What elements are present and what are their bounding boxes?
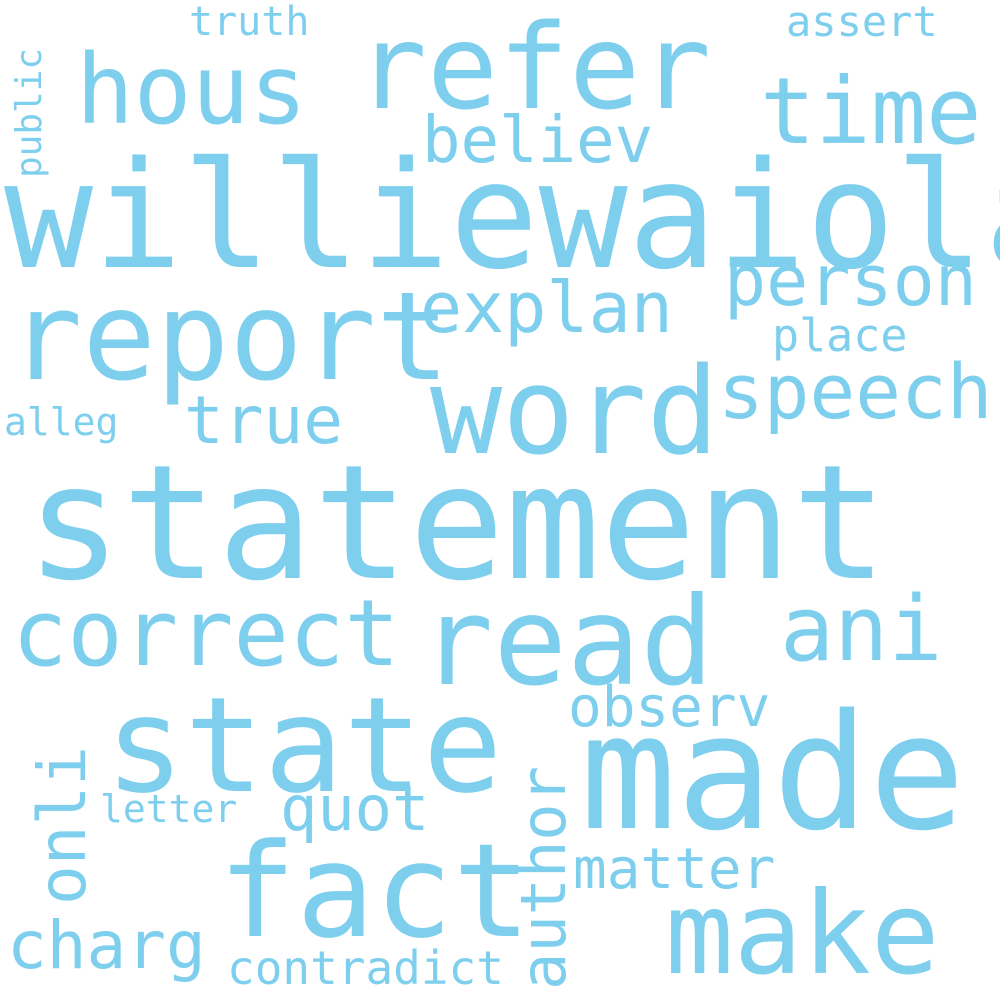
word-contradict: contradict	[227, 941, 504, 995]
word-believ: believ	[422, 104, 654, 178]
word-author: author	[507, 766, 580, 990]
word-matter: matter	[573, 837, 776, 902]
word-read: read	[420, 571, 714, 713]
word-alleg: alleg	[4, 400, 119, 444]
word-true: true	[184, 382, 343, 459]
word-public: public	[9, 47, 50, 178]
word-letter: letter	[100, 787, 238, 831]
word-speech: speech	[718, 347, 993, 436]
word-truth: truth	[189, 0, 310, 45]
word-time: time	[760, 58, 982, 165]
word-williewaiola: williewaiola	[4, 130, 1000, 302]
word-made: made	[580, 679, 966, 866]
word-hous: hous	[76, 34, 308, 146]
word-make: make	[665, 867, 940, 1000]
word-place: place	[772, 309, 908, 362]
word-onli: onli	[24, 746, 101, 905]
word-fact: fact	[218, 815, 532, 967]
word-word: word	[430, 343, 719, 482]
word-explan: explan	[420, 267, 673, 349]
word-report: report	[9, 266, 450, 408]
word-statement: statement	[26, 431, 888, 616]
word-assert: assert	[786, 0, 938, 46]
word-ani: ani	[780, 577, 943, 682]
word-charg: charg	[7, 907, 206, 984]
word-state: state	[105, 669, 503, 823]
word-quot: quot	[280, 772, 430, 845]
word-person: person	[724, 240, 977, 322]
word-observ: observ	[568, 675, 771, 740]
word-correct: correct	[12, 580, 400, 687]
word-refer: refer	[356, 0, 712, 136]
